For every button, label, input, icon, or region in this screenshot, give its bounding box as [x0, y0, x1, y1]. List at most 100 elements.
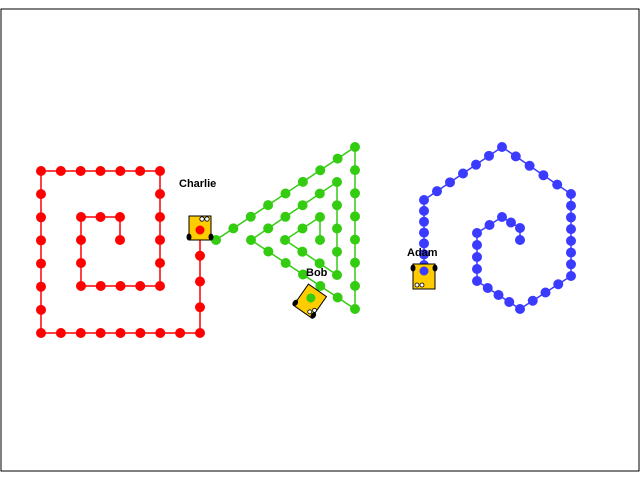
trail-dot — [36, 304, 46, 315]
trail-dot — [155, 166, 165, 176]
trail-dot — [419, 205, 429, 216]
trail-dot — [515, 304, 525, 314]
trail-dot — [245, 211, 256, 222]
trail-dot — [155, 258, 165, 268]
adam-pen-dot — [419, 266, 429, 276]
bob-robot[interactable] — [291, 283, 328, 320]
trail-dot — [314, 258, 325, 269]
trail-dot — [472, 228, 482, 238]
trail-dot — [95, 212, 106, 222]
trail-dot — [350, 188, 360, 199]
trail-dot — [350, 304, 360, 314]
trail-dot — [297, 223, 308, 234]
trail-dot — [95, 281, 106, 291]
trail-dot — [524, 160, 535, 171]
trail-dot — [566, 212, 576, 223]
trail-dot — [419, 216, 429, 227]
trail-dot — [472, 240, 482, 250]
trail-dot — [280, 258, 291, 268]
trail-dot — [552, 179, 563, 190]
trail-dot — [332, 292, 343, 303]
trail-dot — [115, 166, 126, 176]
trail-dot — [332, 246, 342, 257]
bob-pen-dot — [306, 293, 316, 303]
trail-dot — [332, 177, 342, 187]
trail-dot — [482, 283, 493, 293]
trail-dot — [315, 212, 325, 222]
trail-dot — [458, 168, 468, 179]
trail-dot — [566, 200, 576, 211]
trail-dot — [280, 188, 291, 199]
trail-dot — [155, 189, 165, 199]
adam-trail — [419, 142, 576, 314]
trail-dot — [419, 238, 429, 249]
trail-dot — [350, 234, 360, 245]
charlie-robot[interactable] — [186, 215, 214, 241]
trail-dot — [135, 281, 146, 291]
trail-dot — [297, 200, 308, 211]
trail-dot — [115, 328, 126, 338]
trail-dot — [506, 217, 516, 228]
trail-dot — [332, 200, 342, 211]
trail-dot — [55, 166, 66, 176]
trail-dot — [55, 328, 66, 338]
adam-label: Adam — [407, 247, 438, 259]
trail-dot — [527, 295, 538, 306]
charlie-pen-dot — [195, 225, 205, 235]
trail-dot — [175, 328, 186, 338]
trail-dot — [538, 170, 549, 181]
trail-dot — [432, 186, 442, 197]
charlie-trail — [36, 166, 205, 338]
trail-dot — [228, 223, 239, 234]
trail-dot — [332, 270, 342, 280]
trail-dot — [504, 297, 515, 307]
trail-dot — [263, 200, 274, 211]
trail-dot — [195, 276, 205, 287]
trail-dot — [566, 271, 576, 281]
trail-dot — [280, 235, 290, 245]
trail-dot — [515, 223, 525, 233]
trail-dot — [497, 142, 507, 152]
trail-dot — [540, 287, 551, 298]
trail-dot — [510, 151, 521, 162]
trail-dot — [36, 258, 46, 269]
trail-dot — [515, 235, 525, 245]
trail-dot — [350, 280, 360, 291]
trail-dot — [315, 281, 326, 291]
trail-dot — [36, 166, 46, 176]
trail-dot — [332, 223, 342, 234]
trail-dot — [155, 212, 165, 222]
trail-dot — [566, 224, 576, 235]
trail-dot — [297, 176, 308, 187]
trail-dot — [263, 223, 274, 234]
trail-dot — [350, 257, 360, 268]
trail-dot — [115, 212, 125, 222]
trail-dot — [332, 153, 343, 164]
trail-dot — [76, 212, 86, 222]
trail-dot — [195, 250, 205, 261]
trail-dot — [472, 276, 482, 286]
trail-dot — [36, 235, 46, 246]
trail-dot — [36, 328, 46, 338]
trail-dot — [280, 211, 291, 222]
bob-trail — [211, 142, 360, 314]
trail-dot — [115, 235, 125, 245]
trail-dot — [95, 328, 106, 338]
trail-dot — [76, 258, 86, 268]
trail-dot — [76, 281, 86, 291]
trail-dot — [115, 281, 126, 291]
trail-dot — [36, 281, 46, 292]
trail-dot — [566, 247, 576, 258]
trail-dot — [95, 166, 106, 176]
trail-dot — [484, 220, 495, 230]
trail-dot — [75, 166, 86, 176]
adam-robot[interactable] — [410, 263, 438, 290]
trail-dot — [135, 166, 146, 176]
trail-dot — [155, 328, 166, 338]
trail-dot — [135, 328, 146, 338]
trail-dot — [472, 252, 482, 262]
trail-dot — [566, 189, 576, 199]
trail-dot — [195, 328, 205, 338]
trail-dot — [419, 227, 429, 238]
trail-dot — [419, 249, 429, 260]
